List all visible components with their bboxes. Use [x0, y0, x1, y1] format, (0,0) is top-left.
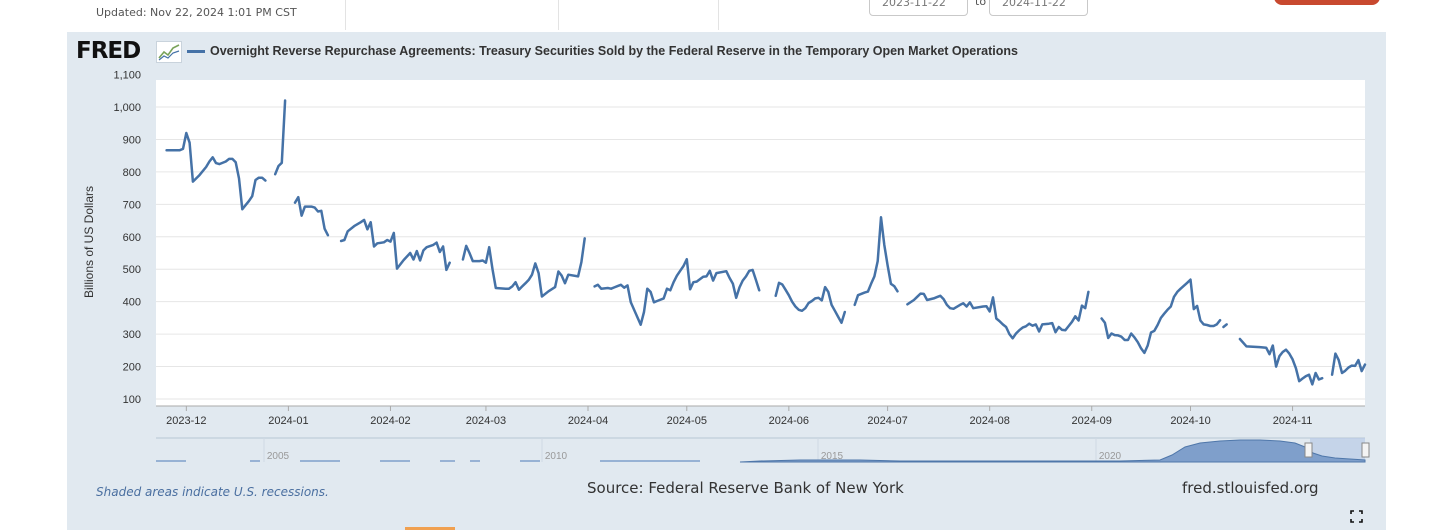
series-line-segment: [461, 237, 586, 298]
site-url[interactable]: fred.stlouisfed.org: [1182, 479, 1319, 497]
series-line-segment: [853, 216, 899, 307]
y-tick-label: 1,000: [113, 102, 141, 114]
navigator-series-area: [739, 439, 1366, 463]
series-line-segment: [339, 218, 451, 272]
x-tick-label: 2023-12: [166, 415, 206, 427]
recession-note: Shaded areas indicate U.S. recessions.: [96, 485, 329, 499]
navigator-track: [156, 438, 1365, 462]
toolbar-divider: [718, 0, 719, 30]
fullscreen-icon[interactable]: [1350, 510, 1363, 526]
x-tick-label: 2024-10: [1170, 415, 1210, 427]
x-tick-label: 2024-09: [1072, 415, 1112, 427]
download-button[interactable]: [1274, 0, 1380, 5]
end-date-input[interactable]: 2024-11-22: [989, 0, 1088, 16]
toolbar-divider: [345, 0, 346, 30]
y-tick-label: 900: [123, 134, 141, 146]
y-tick-label: 700: [123, 199, 141, 211]
navigator-tick-label: 2010: [545, 451, 568, 462]
x-tick-label: 2024-11: [1273, 415, 1313, 427]
navigator-left-handle[interactable]: [1304, 442, 1313, 458]
series-line-segment: [1238, 337, 1324, 386]
y-tick-label: 100: [123, 394, 141, 406]
series-line-segment: [293, 195, 330, 237]
navigator-right-handle[interactable]: [1361, 442, 1370, 458]
series-line-segment: [165, 131, 267, 211]
y-tick-label: 600: [123, 232, 141, 244]
start-date-input[interactable]: 2023-11-22: [869, 0, 968, 16]
scroll-strip: [405, 527, 455, 530]
updated-timestamp: Updated: Nov 22, 2024 1:01 PM CST: [96, 6, 297, 19]
series-line-segment: [1100, 278, 1222, 355]
series-line-segment: [1222, 323, 1228, 329]
navigator-tick-label: 2015: [821, 451, 844, 462]
series-line-segment: [906, 290, 1090, 340]
chart-title: Overnight Reverse Repurchase Agreements:…: [210, 44, 1018, 58]
navigator[interactable]: 2005 2010 2015 2020: [156, 437, 1370, 463]
x-tick-label: 2024-01: [268, 415, 308, 427]
y-tick-label: 300: [123, 329, 141, 341]
navigator-tick-label: 2020: [1099, 451, 1122, 462]
y-axis-label: Billions of US Dollars: [82, 186, 96, 298]
series-line-segment: [774, 281, 847, 325]
y-tick-label: 400: [123, 297, 141, 309]
date-to-label: to: [975, 0, 987, 8]
x-tick-label: 2024-04: [568, 415, 608, 427]
series-line-segment: [273, 99, 287, 176]
x-tick-label: 2024-02: [370, 415, 410, 427]
legend-series-line: [187, 50, 205, 53]
navigator-tick-label: 2005: [267, 451, 290, 462]
top-toolbar: Updated: Nov 22, 2024 1:01 PM CST 2023-1…: [0, 0, 1433, 32]
y-tick-label: 200: [123, 362, 141, 374]
x-tick-label: 2024-03: [466, 415, 506, 427]
x-tick-label: 2024-05: [667, 415, 707, 427]
y-tick-label: 800: [123, 167, 141, 179]
x-tick-label: 2024-06: [769, 415, 809, 427]
x-tick-label: 2024-08: [969, 415, 1009, 427]
fred-logo[interactable]: FRED: [76, 38, 141, 64]
x-tick-label: 2024-07: [867, 415, 907, 427]
series-line-segment: [593, 257, 761, 326]
source-citation: Source: Federal Reserve Bank of New York: [587, 479, 904, 497]
y-tick-label: 500: [123, 264, 141, 276]
fred-logo-graph-icon: [156, 41, 182, 63]
y-tick-label: 1,100: [113, 70, 141, 82]
series-line-segment: [1330, 352, 1367, 376]
toolbar-divider: [558, 0, 559, 30]
plot-area: [156, 80, 1365, 406]
